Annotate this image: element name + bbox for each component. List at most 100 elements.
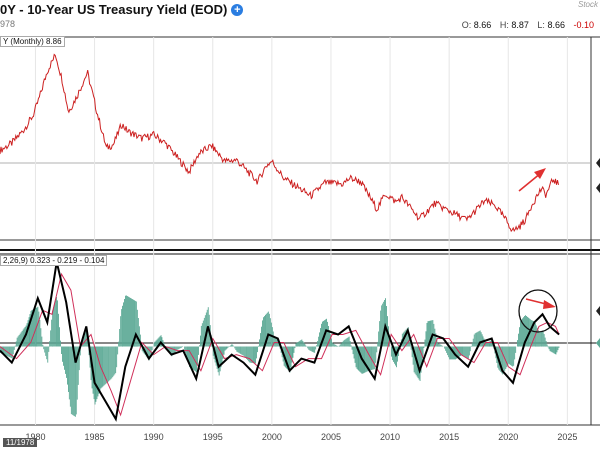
histogram-bar [340,343,342,347]
histogram-bar [457,346,458,358]
histogram-bar [181,346,183,348]
histogram-bar [236,346,238,352]
histogram-bar [365,346,367,373]
histogram-bar [75,346,77,415]
histogram-bar [0,346,1,353]
histogram-bar [409,342,411,347]
histogram-bar [487,342,489,347]
histogram-bar [112,346,114,378]
macd-series-line [0,261,560,422]
histogram-bar [30,311,32,347]
x-tick-label: 2025 [557,432,577,442]
histogram-bar [518,333,519,347]
histogram-bar [188,346,189,364]
histogram-bar [131,298,132,347]
histogram-bar [463,346,465,357]
histogram-bar [442,345,444,347]
histogram-bar [468,346,470,356]
histogram-bar [246,346,248,359]
histogram-bar [448,346,450,358]
histogram-bar [12,346,14,355]
histogram-bar [346,338,348,347]
histogram-bar [2,346,3,354]
histogram-bar [441,345,443,347]
histogram-bar [485,342,487,347]
histogram-bar [538,332,540,347]
histogram-bar [150,346,152,354]
histogram-bar [237,346,239,353]
histogram-bar [302,341,304,347]
histogram-bar [368,346,370,371]
histogram-bar [322,321,323,347]
chart-subtitle: 978 [0,19,16,29]
histogram-bar [45,346,47,356]
histogram-bar [20,332,22,347]
histogram-bar [410,346,412,350]
histogram-bar [333,344,335,347]
histogram-bar [503,346,505,373]
histogram-bar [95,346,97,402]
histogram-bar [488,341,490,347]
histogram-bar [105,346,107,384]
histogram-bar [197,346,198,365]
histogram-bar [220,346,222,368]
histogram-bar [552,346,554,353]
histogram-bar [473,334,475,347]
histogram-bar [465,346,467,358]
histogram-bar [225,346,227,350]
histogram-bar [535,325,537,347]
histogram-bar [509,346,511,365]
histogram-bar [301,339,303,347]
histogram-bar [539,332,541,347]
histogram-bar [334,344,336,347]
add-indicator-icon[interactable]: + [231,4,244,16]
histogram-bar [83,334,85,347]
histogram-bar [358,346,360,371]
histogram-bar [450,346,451,360]
histogram-bar [425,331,427,347]
histogram-bar [62,346,63,362]
histogram-bar [551,346,553,353]
vertical-gridlines [34,37,568,425]
histogram-bar [84,330,86,347]
histogram-bar [294,346,296,349]
histogram-bar [51,319,53,347]
histogram-bar [467,346,469,359]
histogram-bar [104,346,106,385]
histogram-bar [26,323,28,347]
histogram-bar [406,328,408,347]
histogram-bar [312,346,314,352]
histogram-bar [260,333,261,347]
histogram-bar [451,346,452,360]
histogram-bar [170,346,172,355]
histogram-bar [77,346,79,385]
macd-panel-label: 2,26,9) 0.323 - 0.219 - 0.104 [0,255,108,266]
histogram-bar [525,315,526,347]
histogram-bar [517,340,518,347]
histogram-bar [435,333,437,347]
histogram-bar [356,346,358,369]
histogram-bar [499,346,501,371]
histogram-bar [411,346,413,358]
histogram-bar [429,320,431,347]
histogram-bar [345,338,347,347]
histogram-bar [367,346,369,372]
histogram-bar [76,346,78,400]
x-tick-label: 1995 [203,432,223,442]
histogram-bar [386,306,387,347]
histogram-bar [304,343,306,347]
histogram-bar [138,326,140,347]
histogram-bar [418,346,420,380]
histogram-bar [119,329,121,347]
histogram-bar [155,340,157,347]
histogram-bar [17,336,19,347]
histogram-bar [438,343,440,347]
histogram-bar [39,319,41,347]
histogram-bar [249,346,251,363]
histogram-bar [253,346,254,364]
histogram-bar [9,346,11,358]
histogram-bar [199,345,200,347]
histogram-bar [459,346,460,357]
histogram-bar [414,346,416,374]
histogram-bar [557,346,559,351]
